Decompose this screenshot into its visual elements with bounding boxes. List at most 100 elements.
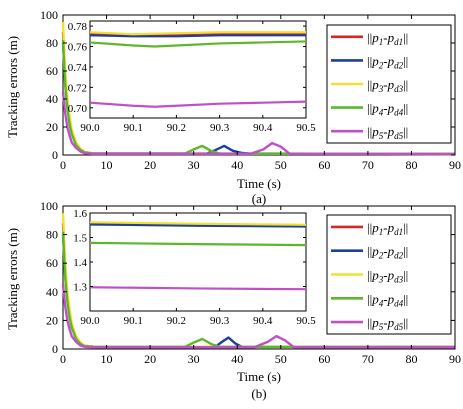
x-tick-label: 70 (362, 158, 374, 172)
legend-label-part: p (371, 244, 379, 259)
legend-label-part: - (383, 77, 387, 92)
legend-label-part: p (387, 315, 395, 330)
x-tick-label: 80 (405, 352, 417, 366)
legend-label-part: - (383, 53, 387, 68)
inset-x-tick-label: 90.2 (167, 122, 186, 134)
legend-label-part: || (367, 30, 372, 45)
legend-label-part: || (403, 53, 408, 68)
legend-label-part: p (387, 77, 395, 92)
inset-chart: 90.0 90.1 90.2 90.3 90.4 90.5 0.70 0.72 0.74 0.76… (68, 20, 316, 134)
legend-label-part: || (367, 315, 372, 330)
x-tick-label: 20 (144, 158, 156, 172)
x-tick-label: 10 (101, 158, 113, 172)
legend-label-part: p (371, 53, 379, 68)
legend-label-part: d1 (394, 37, 403, 47)
legend-label-4: ||p4-pd4|| (367, 101, 408, 118)
y-tick-label: 0 (52, 342, 58, 356)
legend-label-part: d5 (394, 131, 404, 141)
legend-label-5: ||p5-pd5|| (367, 315, 408, 332)
chart-panel-a: 0 10 20 30 40 50 60 70 80 90 0 20 40 60 80 100 Time (s) T… (5, 8, 461, 206)
legend-label-part: 5 (379, 131, 384, 141)
x-tick-label: 10 (101, 352, 113, 366)
legend-label-part: d2 (394, 60, 404, 70)
inset-series-line-2 (89, 34, 306, 38)
inset-series-line-2 (89, 223, 307, 228)
y-axis-label: Tracking errors (m) (5, 36, 20, 138)
legend-label-part: || (367, 291, 372, 306)
legend-label-part: || (403, 124, 408, 139)
legend-label-part: p (387, 244, 395, 259)
legend-label-part: - (383, 101, 387, 116)
legend-label-2: ||p2-pd2|| (367, 244, 408, 261)
legend-label-part: || (367, 244, 372, 259)
legend-label-part: || (367, 53, 372, 68)
inset-series-line-5 (89, 286, 307, 291)
inset-x-tick-label: 90.3 (210, 315, 230, 327)
legend-label-part: p (387, 124, 395, 139)
legend-label-part: - (383, 220, 387, 235)
legend-label-part: 4 (379, 298, 384, 308)
panel-caption: (b) (251, 386, 266, 401)
x-tick-label: 50 (275, 352, 287, 366)
panel-caption: (a) (252, 191, 266, 206)
x-axis-label: Time (s) (237, 176, 281, 191)
legend-label-part: || (403, 30, 408, 45)
inset-series-line-5 (89, 100, 307, 108)
legend-label-part: 5 (379, 322, 384, 332)
legend-label-part: || (403, 268, 408, 283)
y-axis-label: Tracking errors (m) (5, 228, 20, 330)
x-tick-label: 90 (449, 352, 461, 366)
inset-x-tick-label: 90.4 (253, 122, 273, 134)
legend-label-part: d4 (394, 108, 404, 118)
legend-label-part: p (371, 315, 379, 330)
legend-label-part: || (403, 291, 408, 306)
inset-x-tick-label: 90.2 (167, 315, 186, 327)
y-tick-label: 100 (40, 8, 58, 22)
y-tick-label: 20 (46, 120, 58, 134)
legend-label-part: 2 (379, 251, 384, 261)
legend-label-part: 2 (379, 60, 384, 70)
inset-y-tick-label: 0.74 (68, 62, 88, 74)
y-tick-label: 40 (46, 92, 58, 106)
legend-label-part: d1 (394, 227, 403, 237)
inset-y-tick-label: 0.78 (68, 21, 88, 33)
legend-label-part: || (403, 220, 408, 235)
inset-y-tick-label: 1.3 (73, 282, 87, 294)
legend-label-part: || (367, 101, 372, 116)
inset-frame (89, 212, 307, 312)
legend-label-part: p (371, 220, 379, 235)
legend-label-part: p (387, 101, 395, 116)
legend-label-part: || (403, 101, 408, 116)
chart-panel-b: 0 10 20 30 40 50 60 70 80 90 0 20 40 60 80 100 Time (s) T… (5, 199, 461, 401)
x-tick-label: 40 (231, 158, 243, 172)
legend-label-part: - (383, 315, 387, 330)
legend-label-part: d3 (394, 84, 404, 94)
legend-label-5: ||p5-pd5|| (367, 124, 408, 141)
y-tick-label: 20 (46, 313, 58, 327)
legend-label-2: ||p2-pd2|| (367, 53, 408, 70)
inset-y-tick-label: 1.5 (73, 233, 87, 245)
x-axis-label: Time (s) (237, 369, 281, 384)
legend-label-part: || (367, 268, 372, 283)
legend-label-part: p (371, 30, 379, 45)
legend-label-part: || (367, 220, 372, 235)
legend-label-part: || (367, 124, 372, 139)
legend-label-part: p (387, 30, 395, 45)
series-line-5 (61, 91, 456, 156)
legend-label-part: p (387, 220, 395, 235)
legend-label-part: 3 (378, 84, 384, 94)
legend-label-part: - (383, 268, 387, 283)
x-tick-label: 20 (144, 352, 156, 366)
inset-x-tick-label: 90.4 (253, 315, 273, 327)
inset-x-tick-label: 90.0 (80, 122, 100, 134)
x-tick-label: 80 (405, 158, 417, 172)
y-tick-label: 40 (46, 285, 58, 299)
legend-label-part: p (387, 53, 395, 68)
x-tick-label: 0 (60, 352, 66, 366)
legend-label-part: 1 (379, 227, 384, 237)
x-tick-label: 30 (188, 158, 200, 172)
legend-label-part: - (383, 291, 387, 306)
legend-label-part: 3 (378, 275, 384, 285)
legend-label-part: || (403, 244, 408, 259)
inset-y-tick-label: 0.76 (68, 42, 88, 54)
